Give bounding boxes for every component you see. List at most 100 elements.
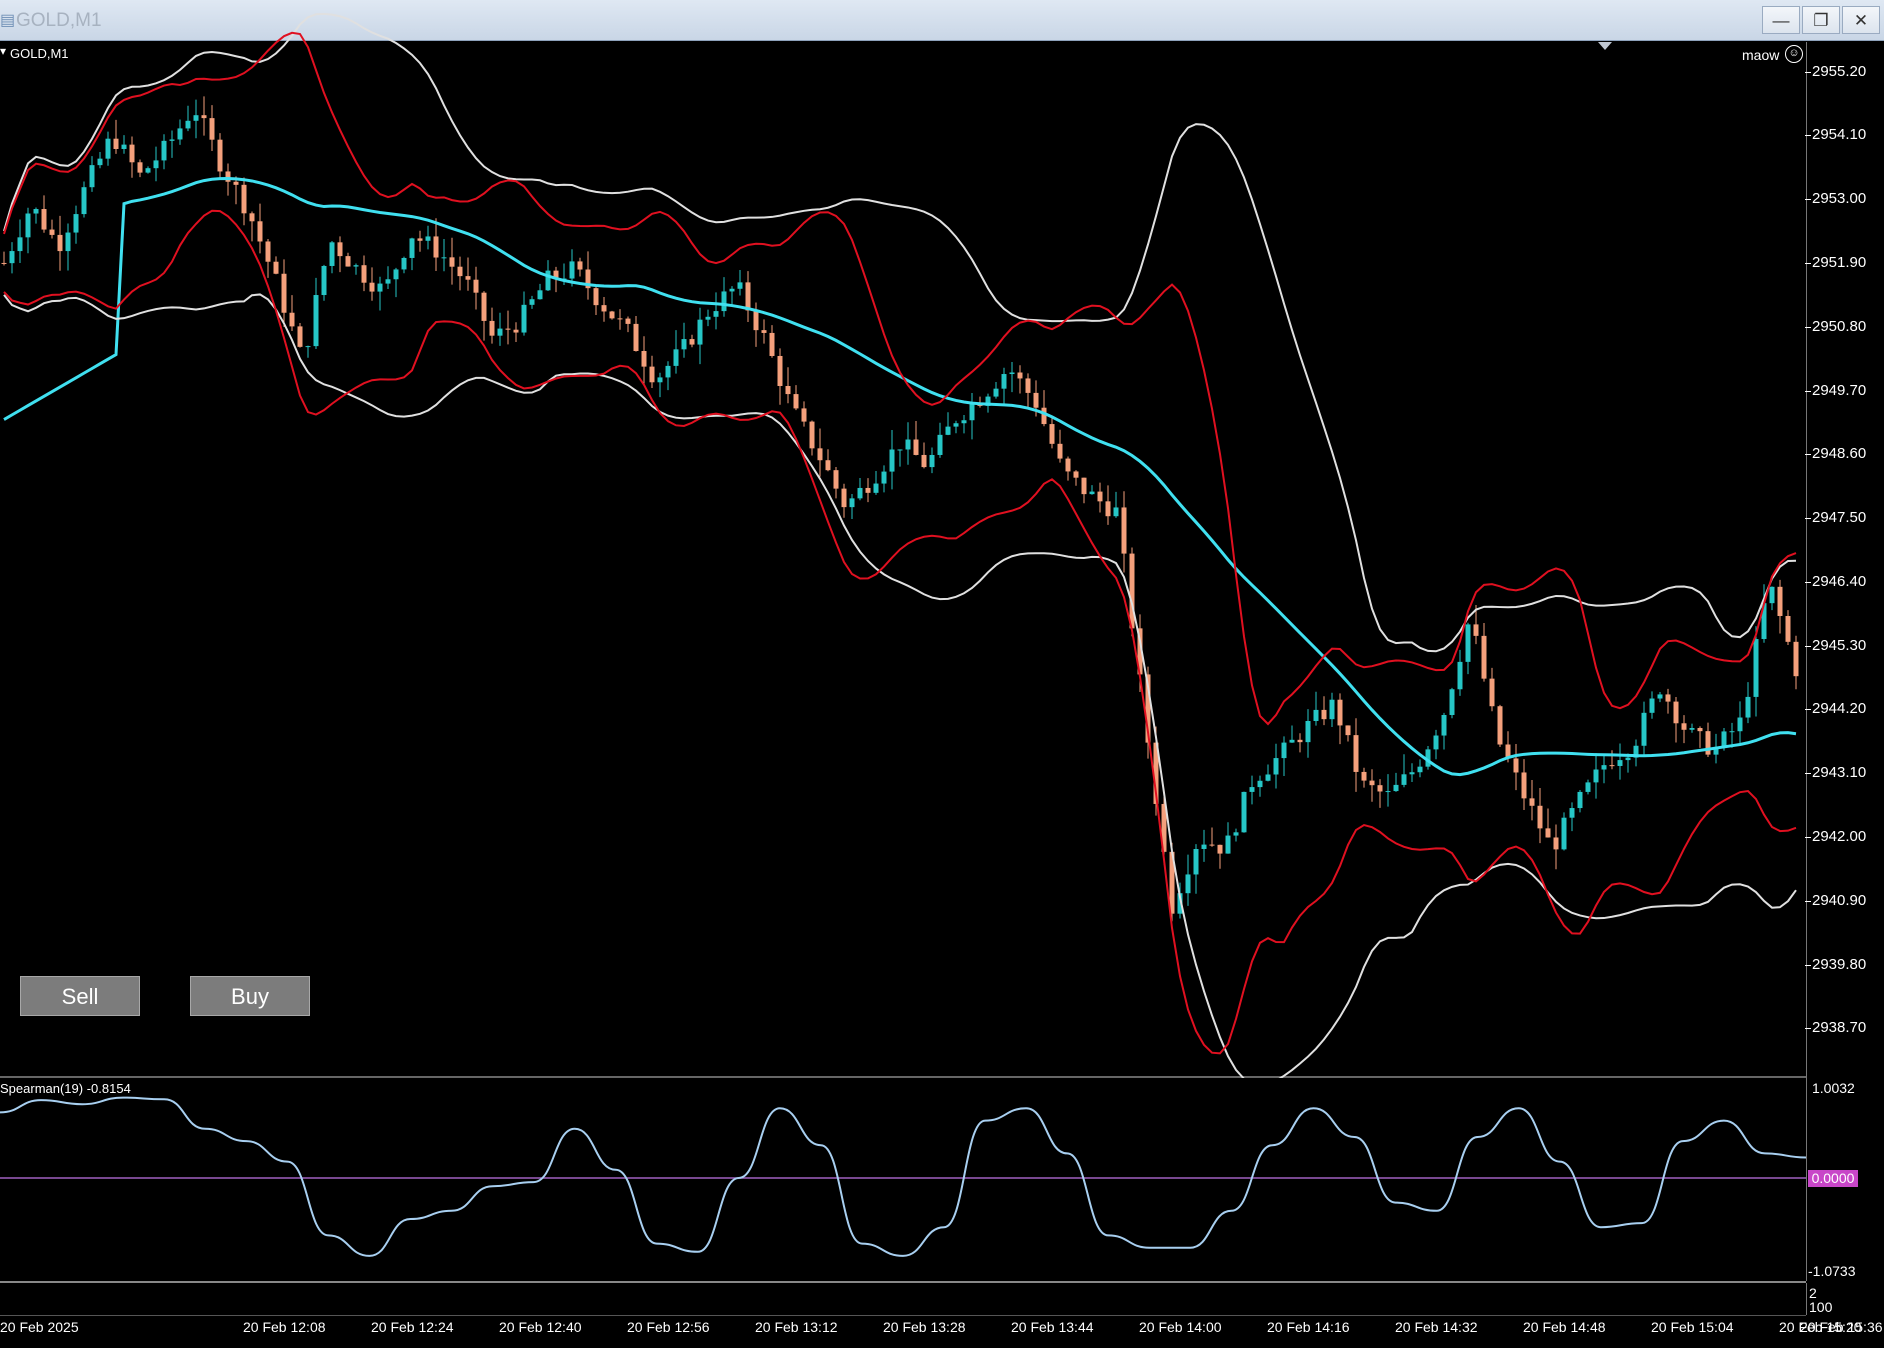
candle-body xyxy=(329,242,335,266)
chart-shift-marker-icon[interactable] xyxy=(1598,42,1612,50)
candle-body xyxy=(1129,553,1135,629)
candle-body xyxy=(1209,844,1215,846)
candle-body xyxy=(521,304,527,333)
candle-body xyxy=(1313,709,1319,721)
candle-body xyxy=(65,232,71,252)
time-tick-label: 20 Feb 13:44 xyxy=(1011,1319,1094,1335)
candle-body xyxy=(1401,774,1407,785)
candle-body xyxy=(1177,893,1183,914)
time-tick-label: 20 Feb 15:20 xyxy=(1779,1319,1862,1335)
candle-body xyxy=(1569,808,1575,818)
candle-body xyxy=(745,282,751,311)
spearman-indicator-panel[interactable] xyxy=(0,1078,1806,1283)
secondary-indicator-panel[interactable] xyxy=(0,1283,1806,1316)
candle-body xyxy=(1657,694,1663,699)
restore-button[interactable]: ❐ xyxy=(1802,6,1840,34)
price-tick-label: 2938.70 xyxy=(1804,1019,1867,1037)
candle-body xyxy=(913,439,919,455)
candle-body xyxy=(1297,739,1303,743)
time-tick-label: 20 Feb 12:56 xyxy=(627,1319,710,1335)
candle-body xyxy=(1097,491,1103,502)
candle-body xyxy=(993,388,999,397)
buy-button[interactable]: Buy xyxy=(190,976,310,1016)
candle-body xyxy=(145,168,151,173)
secondary-tick-bottom: 100 xyxy=(1809,1299,1833,1315)
price-chart-area[interactable] xyxy=(0,42,1806,1078)
candle-body xyxy=(1641,712,1647,746)
candle-body xyxy=(657,377,663,383)
candle-body xyxy=(105,138,111,159)
price-tick-label: 2946.40 xyxy=(1804,572,1867,590)
close-button[interactable]: ✕ xyxy=(1842,6,1880,34)
candle-body xyxy=(1609,765,1615,767)
price-tick-label: 2951.90 xyxy=(1804,253,1867,271)
candle-body xyxy=(1729,731,1735,733)
sell-button[interactable]: Sell xyxy=(20,976,140,1016)
spearman-line xyxy=(0,1096,1806,1257)
candle-body xyxy=(1137,628,1143,675)
time-tick-label: 20 Feb 2025 xyxy=(0,1319,79,1335)
candle-body xyxy=(1697,728,1703,732)
candle-body xyxy=(161,140,167,161)
price-tick-label: 2939.80 xyxy=(1804,955,1867,973)
candle-body xyxy=(257,221,263,242)
candle-body xyxy=(1521,772,1527,799)
minimize-icon: — xyxy=(1772,11,1790,30)
candle-body xyxy=(1265,774,1271,781)
candle-body xyxy=(1001,374,1007,389)
secondary-axis: 2 100 xyxy=(1806,1283,1884,1315)
candle-body xyxy=(641,351,647,367)
window-title: GOLD,M1 xyxy=(16,10,102,31)
candle-body xyxy=(681,339,687,350)
candle-body xyxy=(121,144,127,149)
candle-body xyxy=(1417,766,1423,773)
candle-body xyxy=(1161,803,1167,852)
price-chart-canvas xyxy=(1,12,1799,1078)
candle-body xyxy=(1089,491,1095,495)
indicator-zero-tick: 0.0000 xyxy=(1808,1170,1858,1187)
indicator-label: Spearman(19) -0.8154 xyxy=(0,1081,131,1096)
candle-body xyxy=(1689,728,1695,730)
candle-body xyxy=(169,139,175,141)
chart-menu-arrow-icon[interactable]: ▾ xyxy=(0,44,7,58)
candle-body xyxy=(529,299,535,305)
price-axis[interactable] xyxy=(1806,42,1884,1078)
candle-body xyxy=(1105,501,1111,517)
price-tick-label: 2947.50 xyxy=(1804,509,1867,527)
candle-body xyxy=(729,288,735,292)
candle-body xyxy=(201,115,207,119)
candle-body xyxy=(1153,742,1159,804)
time-tick-label: 20 Feb 14:00 xyxy=(1139,1319,1222,1335)
price-tick-label: 2948.60 xyxy=(1804,445,1867,463)
candle-body xyxy=(289,312,295,327)
candle-body xyxy=(313,295,319,347)
smiley-icon: ☺ xyxy=(1785,45,1803,63)
candle-body xyxy=(553,270,559,279)
close-icon: ✕ xyxy=(1853,11,1869,30)
candle-body xyxy=(1745,696,1751,718)
candle-body xyxy=(929,454,935,468)
candle-body xyxy=(1169,851,1175,914)
time-tick-label: 20 Feb 12:08 xyxy=(243,1319,326,1335)
candle-body xyxy=(1457,661,1463,690)
candle-body xyxy=(1257,780,1263,788)
candle-body xyxy=(97,158,103,166)
outer-band-upper xyxy=(3,12,1797,653)
candle-body xyxy=(1681,723,1687,730)
indicator-max-tick: 1.0032 xyxy=(1812,1080,1855,1096)
candle-body xyxy=(1761,603,1767,640)
candle-body xyxy=(265,241,271,262)
window-titlebar[interactable]: ▤ GOLD,M1 — ❐ ✕ xyxy=(0,0,1884,41)
candle-body xyxy=(1025,378,1031,393)
candle-body xyxy=(473,279,479,293)
candle-body xyxy=(665,365,671,378)
candle-body xyxy=(1585,782,1591,792)
candle-body xyxy=(449,257,455,267)
candle-body xyxy=(1617,760,1623,766)
candle-body xyxy=(897,449,903,451)
candle-body xyxy=(1777,586,1783,616)
candle-body xyxy=(1785,615,1791,642)
candle-body xyxy=(81,187,87,215)
minimize-button[interactable]: — xyxy=(1762,6,1800,34)
candle-body xyxy=(385,279,391,284)
